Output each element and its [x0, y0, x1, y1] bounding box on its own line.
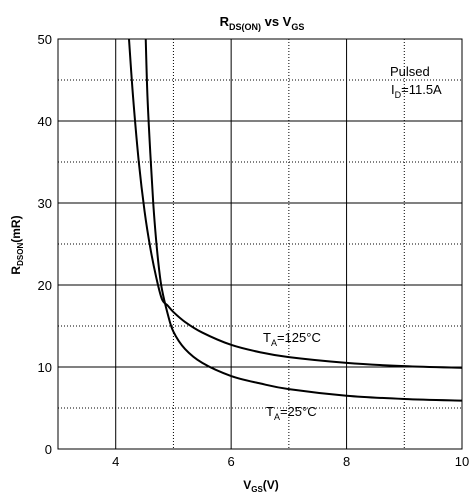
- x-tick-label: 10: [455, 454, 469, 469]
- series-line-25c: [144, 38, 463, 402]
- condition-drain-current-label: ID=11.5A: [391, 82, 442, 100]
- series-label-25c: TA=25°C: [266, 404, 317, 422]
- x-tick-label: 6: [228, 454, 235, 469]
- x-tick-label: 4: [112, 454, 119, 469]
- y-tick-label: 10: [38, 360, 52, 375]
- tick-labels: 4 6 8 10 0 10 20 30 40 50: [38, 32, 470, 469]
- x-tick-label: 8: [343, 454, 350, 469]
- condition-pulsed-label: Pulsed: [390, 64, 430, 79]
- y-axis-label: RDSON(mR): [9, 215, 25, 274]
- series-layer: [127, 38, 463, 402]
- grid: [58, 39, 462, 449]
- y-tick-label: 0: [45, 442, 52, 457]
- y-tick-label: 20: [38, 278, 52, 293]
- y-tick-label: 50: [38, 32, 52, 47]
- plot-frame: [57, 38, 463, 450]
- y-tick-label: 40: [38, 114, 52, 129]
- series-line-125c: [127, 38, 463, 369]
- x-axis-label: VGS(V): [243, 478, 279, 494]
- series-label-125c: TA=125°C: [263, 330, 321, 348]
- chart-title: RDS(ON) vs VGS: [220, 14, 305, 32]
- y-tick-label: 30: [38, 196, 52, 211]
